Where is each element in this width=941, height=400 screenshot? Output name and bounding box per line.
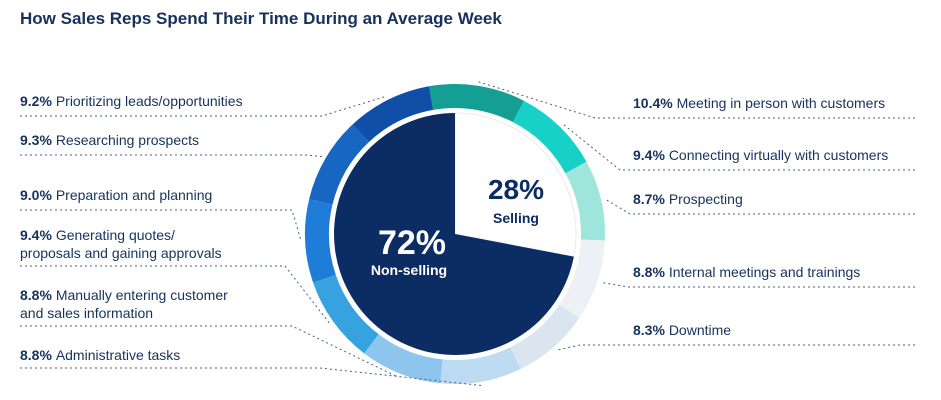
slice-label: 8.3% Downtime <box>633 321 731 339</box>
selling-percent: 28% <box>488 174 544 205</box>
slice-label: 8.8% Manually entering customer and sales… <box>20 286 228 322</box>
leader-line <box>20 265 331 325</box>
non-selling-percent: 72% <box>378 224 446 262</box>
chart-title: How Sales Reps Spend Their Time During a… <box>20 9 502 28</box>
slice-category: Researching prospects <box>55 132 199 148</box>
slice-category: Connecting virtually with customers <box>668 147 889 163</box>
slice-percent: 8.8% <box>20 347 56 363</box>
slice-percent: 9.0% <box>20 187 56 203</box>
outer-ring-segment <box>313 274 379 354</box>
outer-ring-segment <box>305 199 336 283</box>
outer-ring-segment <box>559 239 605 319</box>
slice-label: 9.0% Preparation and planning <box>20 186 212 204</box>
leader-line <box>604 198 915 215</box>
outer-ring-segment <box>352 86 434 142</box>
outer-ring-segment <box>512 100 587 174</box>
selling-label: Selling <box>493 210 539 226</box>
pie-slice-non-selling <box>333 113 574 355</box>
outer-ring-segment <box>440 347 521 384</box>
slice-percent: 9.3% <box>20 132 56 148</box>
leader-line <box>20 209 302 242</box>
slice-percent: 8.8% <box>633 264 669 280</box>
slice-category: proposals and gaining approvals <box>20 245 222 261</box>
slice-label: 9.2% Prioritizing leads/opportunities <box>20 92 243 110</box>
slice-category: Administrative tasks <box>55 347 181 363</box>
slice-category: Manually entering customer <box>55 287 228 303</box>
slice-percent: 9.4% <box>633 147 669 163</box>
slice-category: and sales information <box>20 305 154 321</box>
slice-percent: 8.8% <box>20 287 56 303</box>
leader-line <box>478 81 915 119</box>
slice-category: Prospecting <box>668 191 743 207</box>
outer-ring-segment <box>510 304 580 369</box>
slice-category: Prioritizing leads/opportunities <box>55 93 243 109</box>
slice-label: 9.3% Researching prospects <box>20 131 199 149</box>
leader-line <box>555 344 915 351</box>
outer-ring-segment <box>364 334 443 384</box>
slice-percent: 8.3% <box>633 322 669 338</box>
pie-slice-selling <box>454 112 577 258</box>
slice-percent: 10.4% <box>633 95 677 111</box>
non-selling-label: Non-selling <box>371 262 447 278</box>
leader-line <box>20 325 399 378</box>
slice-label: 8.8% Internal meetings and trainings <box>633 263 860 281</box>
slice-category: Meeting in person with customers <box>676 95 886 111</box>
slice-percent: 9.4% <box>20 227 56 243</box>
slice-label: 9.4% Connecting virtually with customers <box>633 146 888 164</box>
outer-ring-segment <box>565 161 605 241</box>
slice-label: 9.4% Generating quotes/proposals and gai… <box>20 226 222 262</box>
slice-category: Internal meetings and trainings <box>668 264 861 280</box>
leader-line <box>20 95 387 117</box>
slice-category: Downtime <box>668 322 732 338</box>
leader-line <box>562 123 915 171</box>
leader-line <box>20 367 483 387</box>
slice-percent: 8.7% <box>633 191 669 207</box>
outer-ring-segment <box>309 124 369 205</box>
slice-label: 8.7% Prospecting <box>633 190 743 208</box>
leader-line <box>20 154 322 158</box>
slice-label: 8.8% Administrative tasks <box>20 346 180 364</box>
slice-category: Preparation and planning <box>55 187 213 203</box>
leader-line <box>601 281 915 288</box>
slice-category: Generating quotes/ <box>55 227 175 243</box>
slice-label: 10.4% Meeting in person with customers <box>633 94 885 112</box>
slice-percent: 9.2% <box>20 93 56 109</box>
outer-ring-segment <box>428 84 525 123</box>
